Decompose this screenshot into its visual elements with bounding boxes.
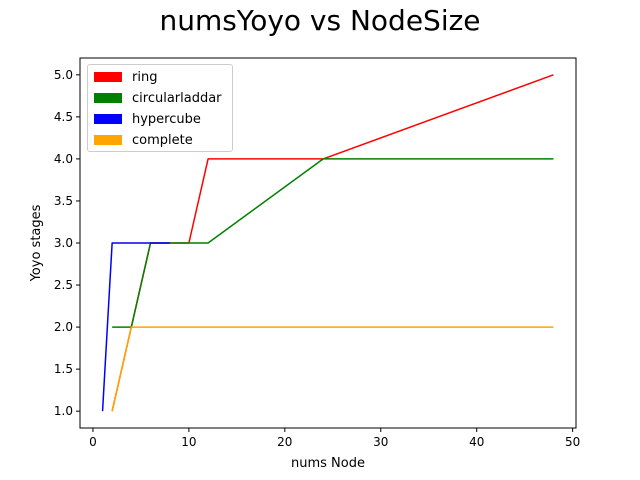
- y-tick-label: 2.5: [54, 278, 73, 292]
- y-tick-label: 1.5: [54, 362, 73, 376]
- series-line-complete: [111, 326, 554, 412]
- x-tick-label: 30: [373, 435, 388, 449]
- legend-item-ring: ring: [94, 68, 157, 86]
- legend-label: ring: [132, 69, 158, 85]
- legend-item-hypercube: hypercube: [94, 110, 201, 128]
- x-tick-label: 20: [277, 435, 292, 449]
- y-tick-label: 4.0: [54, 152, 73, 166]
- y-tick-label: 5.0: [54, 68, 73, 82]
- chart-title: numsYoyo vs NodeSize: [159, 4, 481, 37]
- legend-swatch: [94, 72, 122, 82]
- y-tick-label: 3.0: [54, 236, 73, 250]
- legend-item-circularladdar: circularladdar: [94, 89, 222, 107]
- legend-item-complete: complete: [94, 131, 193, 149]
- y-tick-label: 2.0: [54, 320, 73, 334]
- x-tick-label: 0: [89, 435, 97, 449]
- series-line-circularladdar: [112, 158, 554, 328]
- legend-swatch: [94, 135, 122, 145]
- series-layer: [101, 74, 554, 412]
- x-axis: 0 10 20 30 40 50: [89, 428, 580, 449]
- y-tick-label: 3.5: [54, 194, 73, 208]
- y-tick-label: 1.0: [54, 404, 73, 418]
- legend-label: hypercube: [132, 111, 201, 127]
- legend: ring circularladdar hypercube complete: [87, 64, 233, 152]
- legend-swatch: [94, 114, 122, 124]
- x-tick-label: 10: [181, 435, 196, 449]
- legend-label: circularladdar: [132, 90, 222, 106]
- y-tick-label: 4.5: [54, 110, 73, 124]
- legend-label: complete: [132, 132, 193, 148]
- legend-swatch: [94, 93, 122, 103]
- x-tick-label: 40: [469, 435, 484, 449]
- x-tick-label: 50: [565, 435, 580, 449]
- y-axis: 1.0 1.5 2.0 2.5 3.0 3.5 4.0 4.5 5.0: [54, 68, 80, 418]
- series-line-hypercube: [101, 242, 170, 412]
- y-axis-label: Yoyo stages: [29, 204, 44, 282]
- x-axis-label: nums Node: [291, 456, 365, 471]
